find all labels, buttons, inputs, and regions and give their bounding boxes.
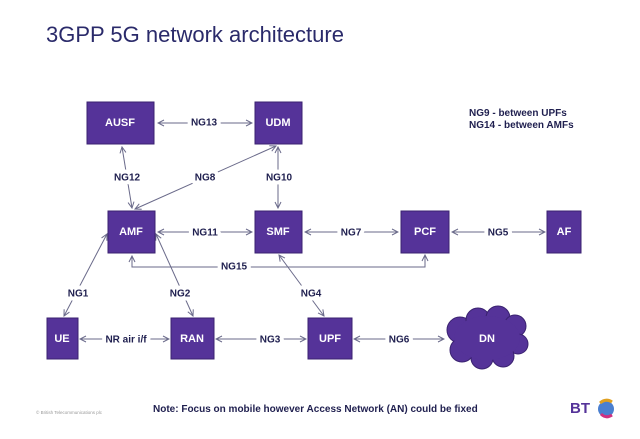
- label-nr-air: NR air i/f: [105, 335, 147, 346]
- label-ng3: NG3: [260, 335, 281, 346]
- link-ng15: [132, 255, 425, 268]
- legend-ng14: NG14 - between AMFs: [469, 120, 574, 131]
- label-ng4: NG4: [301, 289, 322, 300]
- node-ran: RAN: [170, 317, 215, 360]
- node-smf: SMF: [254, 210, 303, 254]
- label-ng15: NG15: [221, 262, 248, 273]
- label-ng11: NG11: [192, 228, 218, 239]
- bt-logo: BT: [570, 398, 614, 419]
- link-ng12: [122, 147, 132, 208]
- node-smf-label: SMF: [266, 226, 290, 238]
- node-af: AF: [546, 210, 582, 254]
- label-ng2: NG2: [170, 289, 191, 300]
- link-ng4: [279, 255, 324, 316]
- label-ng5: NG5: [488, 228, 509, 239]
- label-ng8: NG8: [195, 173, 216, 184]
- link-ng1: [64, 234, 107, 316]
- node-amf-label: AMF: [119, 226, 143, 238]
- node-ausf: AUSF: [86, 101, 155, 145]
- node-ran-label: RAN: [180, 333, 204, 345]
- label-ng13: NG13: [191, 118, 218, 129]
- label-ng12: NG12: [114, 173, 141, 184]
- legend-ng9: NG9 - between UPFs: [469, 108, 567, 119]
- node-udm: UDM: [254, 101, 303, 145]
- node-udm-label: UDM: [265, 117, 290, 129]
- link-ng2: [156, 234, 193, 316]
- label-ng6: NG6: [389, 335, 410, 346]
- label-ng7: NG7: [341, 228, 362, 239]
- label-ng1: NG1: [68, 289, 89, 300]
- node-af-label: AF: [557, 226, 572, 238]
- label-ng10: NG10: [266, 173, 293, 184]
- footer-note: Note: Focus on mobile however Access Net…: [153, 404, 478, 415]
- node-pcf: PCF: [400, 210, 450, 254]
- copyright: © British Telecommunications plc: [36, 409, 103, 415]
- node-upf: UPF: [307, 317, 353, 360]
- link-ng8: [135, 146, 276, 209]
- page-title: 3GPP 5G network architecture: [46, 22, 344, 47]
- node-ausf-label: AUSF: [105, 117, 135, 129]
- bt-logo-text: BT: [570, 400, 590, 417]
- node-dn-label: DN: [479, 333, 495, 345]
- node-amf: AMF: [107, 210, 156, 254]
- node-ue-label: UE: [54, 333, 69, 345]
- node-dn-cloud: DN: [446, 305, 529, 370]
- node-pcf-label: PCF: [414, 226, 436, 238]
- node-upf-label: UPF: [319, 333, 341, 345]
- node-ue: UE: [46, 317, 79, 360]
